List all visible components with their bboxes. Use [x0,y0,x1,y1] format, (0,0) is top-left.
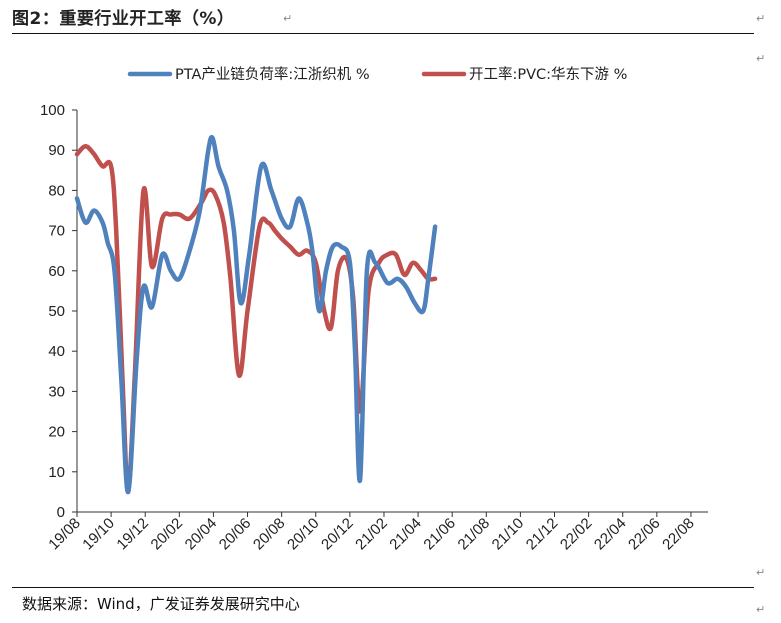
paragraph-mark-icon: ↵ [756,603,766,616]
y-tick-label: 70 [48,223,65,240]
x-tick-label: 22/08 [659,515,698,554]
x-tick-label: 20/10 [284,515,323,554]
y-tick-label: 20 [48,424,65,441]
y-tick-label: 80 [48,182,65,199]
x-tick-label: 20/08 [250,515,289,554]
x-tick-label: 21/06 [420,515,459,554]
legend-label: PTA产业链负荷率:江浙织机 % [175,66,370,83]
y-tick-label: 30 [48,383,65,400]
x-tick-label: 22/04 [591,515,630,554]
source-note: 数据来源：Wind，广发证券发展研究中心 [22,595,300,613]
x-tick-label: 19/12 [113,515,152,554]
y-tick-label: 100 [40,102,65,119]
y-tick-label: 40 [48,343,65,360]
paragraph-mark-icon: ↵ [756,52,766,65]
legend-label: 开工率:PVC:华东下游 % [469,66,627,83]
x-tick-label: 21/08 [455,515,494,554]
x-tick-label: 22/02 [557,515,596,554]
y-tick-label: 50 [48,303,65,320]
x-tick-label: 20/06 [216,515,255,554]
x-tick-label: 20/12 [318,515,357,554]
x-tick-label: 22/06 [625,515,664,554]
x-tick-label: 20/04 [182,515,221,554]
x-tick-label: 21/02 [352,515,391,554]
figure-title: 图2：重要行业开工率（%） [12,9,235,29]
paragraph-mark-icon: ↵ [756,566,766,579]
y-tick-label: 90 [48,142,65,159]
y-tick-label: 0 [57,504,65,521]
pta-loom-load-line [74,134,438,495]
y-tick-label: 60 [48,263,65,280]
source-rule [12,587,754,588]
x-tick-label: 20/02 [148,515,187,554]
paragraph-mark-icon: ↵ [283,12,293,25]
y-tick-label: 10 [48,464,65,481]
paragraph-mark-icon: ↵ [756,12,766,25]
x-tick-label: 21/04 [386,515,425,554]
title-underline [12,33,754,34]
x-tick-label: 21/12 [523,515,562,554]
x-tick-label: 21/10 [489,515,528,554]
x-tick-label: 19/10 [79,515,118,554]
